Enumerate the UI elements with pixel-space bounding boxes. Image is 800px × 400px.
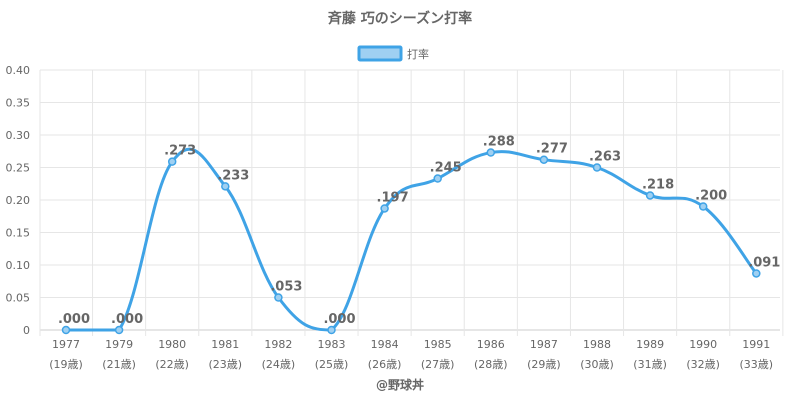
y-tick-label: 0.15 [6, 227, 31, 240]
x-tick-sublabel: (31歳) [633, 358, 667, 371]
data-point[interactable] [592, 163, 602, 172]
data-label: .263 [589, 150, 621, 165]
data-label: .200 [695, 189, 727, 204]
x-tick-label: 1984 [371, 338, 399, 351]
data-point[interactable] [221, 182, 230, 191]
x-tick-sublabel: (33歳) [740, 358, 774, 371]
data-label: .288 [483, 135, 515, 150]
grid [39, 69, 784, 336]
data-label: .000 [323, 312, 355, 327]
data-labels: .000 .000 .273 .233 .053 .000 .197 .245 .288 .277… [58, 135, 780, 327]
data-point[interactable] [167, 157, 177, 166]
x-tick-label: 1981 [211, 338, 239, 351]
data-point[interactable] [698, 202, 708, 211]
y-tick-label: 0.05 [6, 292, 31, 305]
x-tick-label: 1986 [477, 338, 505, 351]
data-label: .233 [217, 168, 249, 183]
data-label: .197 [377, 190, 409, 205]
x-tick-label: 1982 [264, 338, 292, 351]
data-label: .091 [748, 255, 780, 270]
legend-label: 打率 [407, 47, 429, 61]
y-axis: 0 0.05 0.10 0.15 0.20 0.25 0.30 0.35 0.40 [6, 64, 31, 337]
x-tick-sublabel: (21歳) [102, 358, 136, 371]
y-tick-label: 0.35 [6, 97, 31, 110]
data-label: .000 [111, 312, 143, 327]
x-tick-label: 1991 [742, 338, 770, 351]
data-point[interactable] [61, 325, 71, 335]
x-tick-label: 1990 [689, 338, 717, 351]
data-point[interactable] [380, 204, 389, 213]
credit: @野球丼 [376, 377, 424, 392]
x-tick-label: 1987 [530, 338, 558, 351]
data-label: .218 [642, 177, 674, 192]
data-label: .053 [270, 280, 302, 295]
x-tick-sublabel: (25歳) [315, 358, 349, 371]
data-point[interactable] [486, 148, 496, 157]
y-tick-label: 0.40 [6, 64, 31, 77]
data-point[interactable] [433, 174, 442, 183]
x-tick-label: 1985 [424, 338, 452, 351]
data-points [61, 148, 761, 335]
x-tick-label: 1983 [318, 338, 346, 351]
data-point[interactable] [539, 155, 549, 164]
x-tick-sublabel: (27歳) [421, 358, 455, 371]
y-tick-label: 0.30 [6, 129, 31, 142]
data-label: .277 [536, 142, 568, 157]
x-tick-label: 1988 [583, 338, 611, 351]
chart-title: 斉藤 巧のシーズン打率 [328, 10, 472, 27]
data-point[interactable] [114, 325, 124, 335]
x-tick-sublabel: (29歳) [527, 358, 561, 371]
x-tick-sublabel: (22歳) [155, 358, 189, 371]
data-label: .000 [58, 312, 90, 327]
legend-swatch [357, 45, 403, 62]
x-tick-sublabel: (24歳) [262, 358, 296, 371]
x-tick-sublabel: (32歳) [686, 358, 720, 371]
x-tick-label: 1977 [52, 338, 80, 351]
x-tick-label: 1979 [105, 338, 133, 351]
data-point[interactable] [645, 191, 655, 200]
legend[interactable]: 打率 [357, 45, 429, 62]
data-point[interactable] [327, 325, 336, 335]
x-tick-sublabel: (23歳) [209, 358, 243, 371]
y-tick-label: 0.10 [6, 259, 31, 272]
x-tick-sublabel: (26歳) [368, 358, 402, 371]
y-tick-label: 0 [23, 324, 30, 337]
data-point[interactable] [752, 269, 761, 278]
x-tick-sublabel: (30歳) [580, 358, 614, 371]
x-tick-sublabel: (19歳) [49, 358, 83, 371]
data-label: .245 [430, 161, 462, 176]
x-tick-label: 1989 [636, 338, 664, 351]
y-tick-label: 0.20 [6, 194, 31, 207]
data-label: .273 [164, 144, 196, 159]
x-tick-sublabel: (28歳) [474, 358, 508, 371]
x-axis: 1977 (19歳) 1979 (21歳) 1980 (22歳) 1981 (23歳) 1982… [49, 338, 773, 371]
x-tick-label: 1980 [158, 338, 186, 351]
y-tick-label: 0.25 [6, 162, 31, 175]
data-point[interactable] [274, 293, 283, 302]
